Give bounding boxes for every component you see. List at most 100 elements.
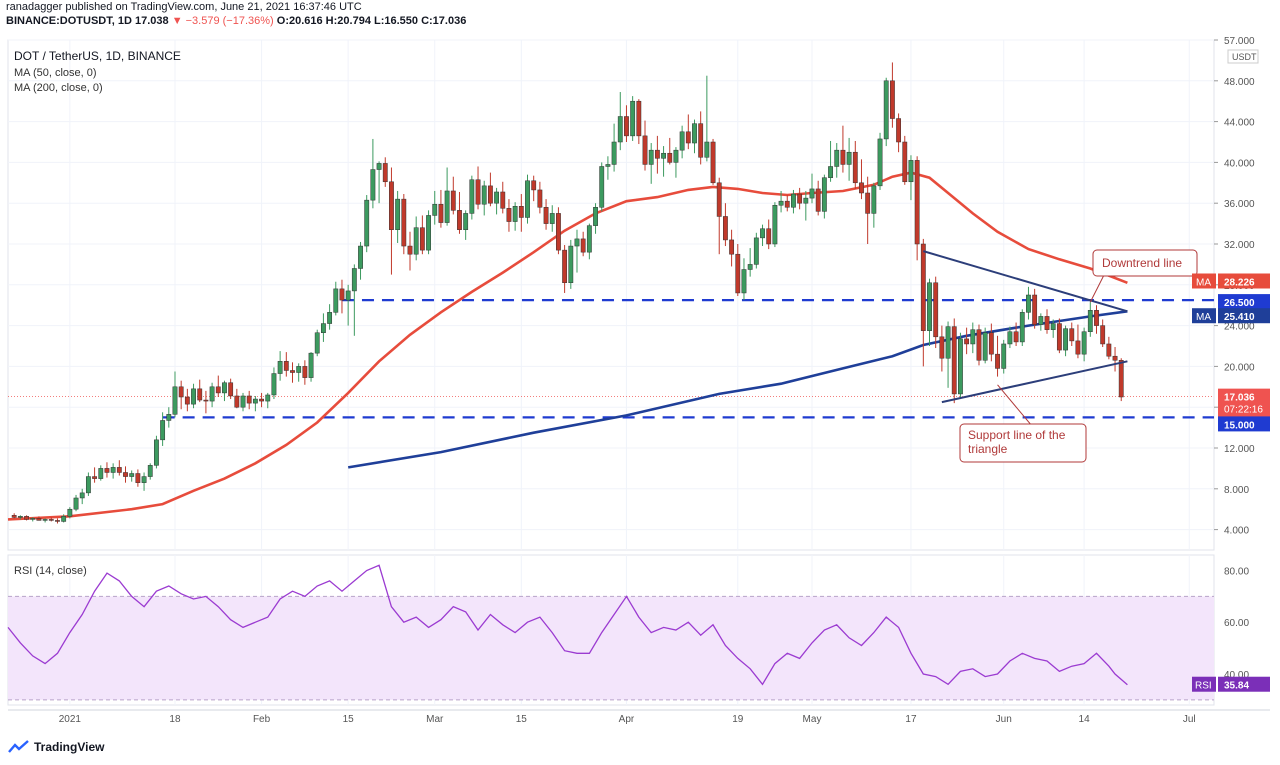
candle-body <box>766 228 772 245</box>
candle <box>599 162 605 212</box>
candle-body <box>735 253 741 294</box>
candle-body <box>506 208 512 222</box>
candle-body <box>370 169 376 201</box>
candle <box>729 229 735 267</box>
candle <box>339 279 345 314</box>
price-chart[interactable]: Downtrend line Support line of the triangl… <box>0 0 1280 740</box>
candle-body <box>191 388 196 405</box>
rsi-tag: RSI 35.84 <box>1192 676 1270 692</box>
price-tick-label: 12.000 <box>1224 444 1255 455</box>
candle <box>104 462 110 478</box>
candle-body <box>951 326 957 395</box>
support-callout-text: Support line of the triangle <box>968 428 1066 456</box>
candle <box>370 138 376 209</box>
candle <box>450 176 456 215</box>
candle-body <box>914 160 920 245</box>
candle <box>710 138 716 185</box>
rsi-name: RSI <box>1195 681 1212 692</box>
legend-ma50: MA (50, close, 0) <box>14 67 97 79</box>
candle-body <box>840 149 846 165</box>
candle-body <box>945 326 951 359</box>
candle <box>920 238 926 367</box>
candle <box>432 190 438 225</box>
candle-body <box>661 152 666 159</box>
candle-body <box>531 180 537 191</box>
candle-body <box>48 519 54 521</box>
time-tick-label: 18 <box>169 714 181 725</box>
candle-body <box>667 152 673 163</box>
candle-body <box>1087 310 1093 332</box>
candle <box>48 517 54 522</box>
candle <box>67 507 73 519</box>
candle <box>265 392 271 409</box>
ma200-tag: MA 25.410 <box>1192 308 1270 324</box>
candle <box>976 324 982 366</box>
candle <box>123 466 128 483</box>
rsi-band <box>8 595 1214 701</box>
candle <box>568 239 574 289</box>
candle <box>593 203 598 234</box>
candle-body <box>834 149 840 167</box>
candle <box>791 189 796 214</box>
candle-body <box>61 516 67 522</box>
time-tick-label: Jul <box>1183 714 1196 725</box>
price-tick-label: 48.000 <box>1224 77 1255 88</box>
candle-body <box>648 149 654 165</box>
candle <box>389 167 394 275</box>
candle <box>815 180 821 216</box>
candle-body <box>172 386 178 415</box>
candle <box>24 515 29 521</box>
candle <box>1019 309 1025 346</box>
candle-body <box>1118 360 1124 398</box>
brand-name: TradingView <box>34 740 105 754</box>
last-price: 17.038 <box>134 15 169 27</box>
candle <box>871 182 877 228</box>
downtrend-callout-text: Downtrend line <box>1102 256 1182 270</box>
candle-body <box>1026 294 1031 313</box>
candle-body <box>920 243 926 331</box>
candle <box>36 516 42 521</box>
candle-body <box>865 192 871 214</box>
candle <box>85 472 91 496</box>
candle-body <box>654 149 660 159</box>
candle <box>1026 286 1031 320</box>
time-tick-label: 14 <box>1079 714 1091 725</box>
candle <box>958 332 963 400</box>
price-change: ▼ −3.579 (−17.36%) <box>171 15 274 27</box>
candle <box>846 137 852 181</box>
candle <box>1007 326 1013 349</box>
candle <box>110 463 116 479</box>
candle <box>30 517 36 522</box>
annotations: Downtrend line Support line of the triangl… <box>959 249 1198 463</box>
ma200-tag-box <box>1218 308 1270 324</box>
time-tick-label: 17 <box>905 714 917 725</box>
candle <box>988 323 994 362</box>
candle-body <box>512 206 518 222</box>
candle-body <box>228 382 234 397</box>
level-low-tag-box <box>1218 416 1270 432</box>
level-high-tag: 26.500 <box>1218 294 1270 310</box>
candle <box>883 77 889 147</box>
candle-body <box>36 518 42 521</box>
candle-body <box>586 225 592 253</box>
candle-body <box>599 166 605 208</box>
candle <box>271 367 277 400</box>
candle <box>852 140 858 189</box>
level-high-tag-box <box>1218 294 1270 310</box>
current-price-box <box>1218 388 1270 417</box>
candle-body <box>574 238 580 247</box>
candle-body <box>716 182 722 217</box>
candle-body <box>673 149 679 163</box>
candle-body <box>116 467 122 473</box>
candle <box>11 513 17 519</box>
candle-body <box>704 141 710 158</box>
current-price-countdown: 07:22:16 <box>1224 405 1263 416</box>
price-unit-label: USDT <box>1232 52 1257 62</box>
candle-body <box>500 191 506 209</box>
candle-body <box>896 118 901 143</box>
candle <box>902 135 908 185</box>
candle <box>215 375 221 397</box>
candle <box>364 195 370 253</box>
candle <box>964 327 970 355</box>
